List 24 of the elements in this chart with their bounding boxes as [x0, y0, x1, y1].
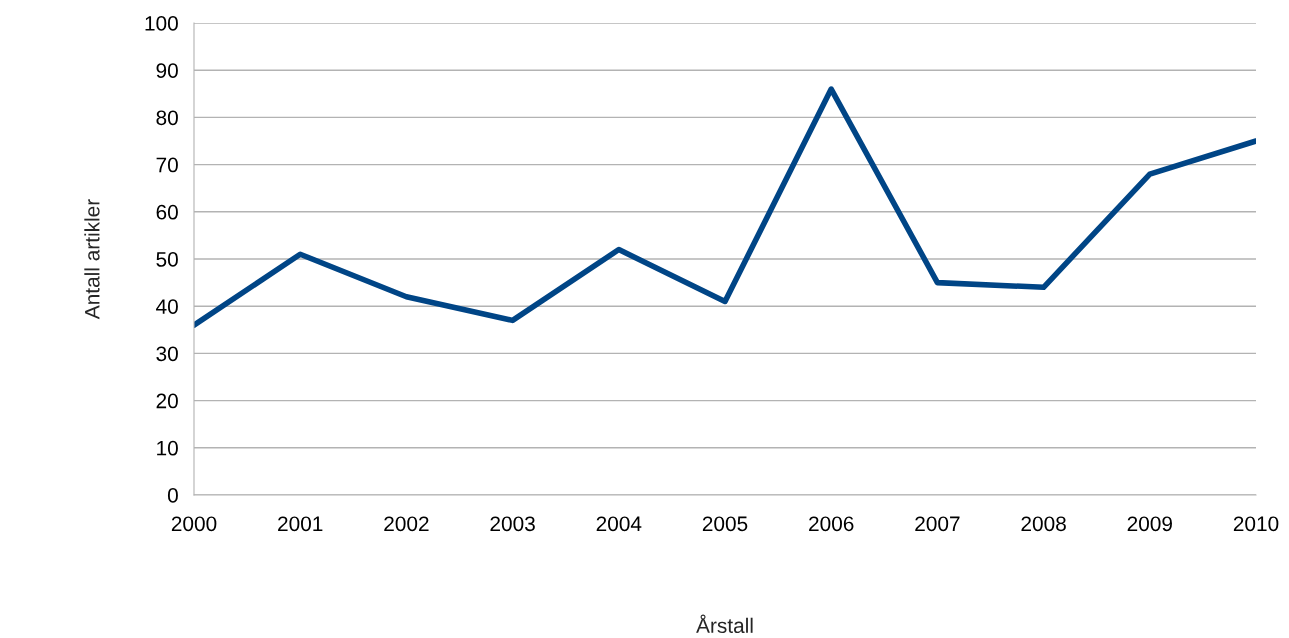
y-tick-label: 20 — [156, 393, 178, 409]
y-tick-label: 40 — [156, 299, 178, 314]
x-tick-label: 2008 — [1021, 516, 1066, 532]
y-tick-label: 30 — [156, 346, 178, 362]
y-tick-label: 80 — [156, 110, 178, 126]
y-tick-label: 60 — [156, 204, 178, 220]
y-tick-label: 70 — [156, 157, 178, 173]
x-tick-label: 2009 — [1127, 516, 1172, 532]
y-tick-label: 0 — [167, 488, 178, 503]
x-tick-label: 2004 — [596, 516, 642, 532]
x-tick-label: 2002 — [384, 516, 429, 532]
x-tick-label: 2000 — [171, 516, 217, 532]
y-tick-label: 50 — [156, 252, 178, 267]
x-tick-label: 2003 — [490, 516, 535, 532]
x-axis-title: Årstall — [696, 614, 753, 634]
x-tick-label: 2005 — [702, 516, 748, 532]
x-tick-label: 2010 — [1233, 516, 1279, 532]
x-tick-label: 2006 — [809, 516, 854, 532]
x-tick-label: 2007 — [915, 516, 960, 532]
y-axis-title: Antall artikler — [84, 199, 100, 320]
y-tick-label: 90 — [156, 63, 178, 78]
y-tick-label: 10 — [157, 440, 178, 456]
y-tick-label: 100 — [145, 16, 178, 31]
x-tick-label: 2001 — [278, 516, 323, 532]
